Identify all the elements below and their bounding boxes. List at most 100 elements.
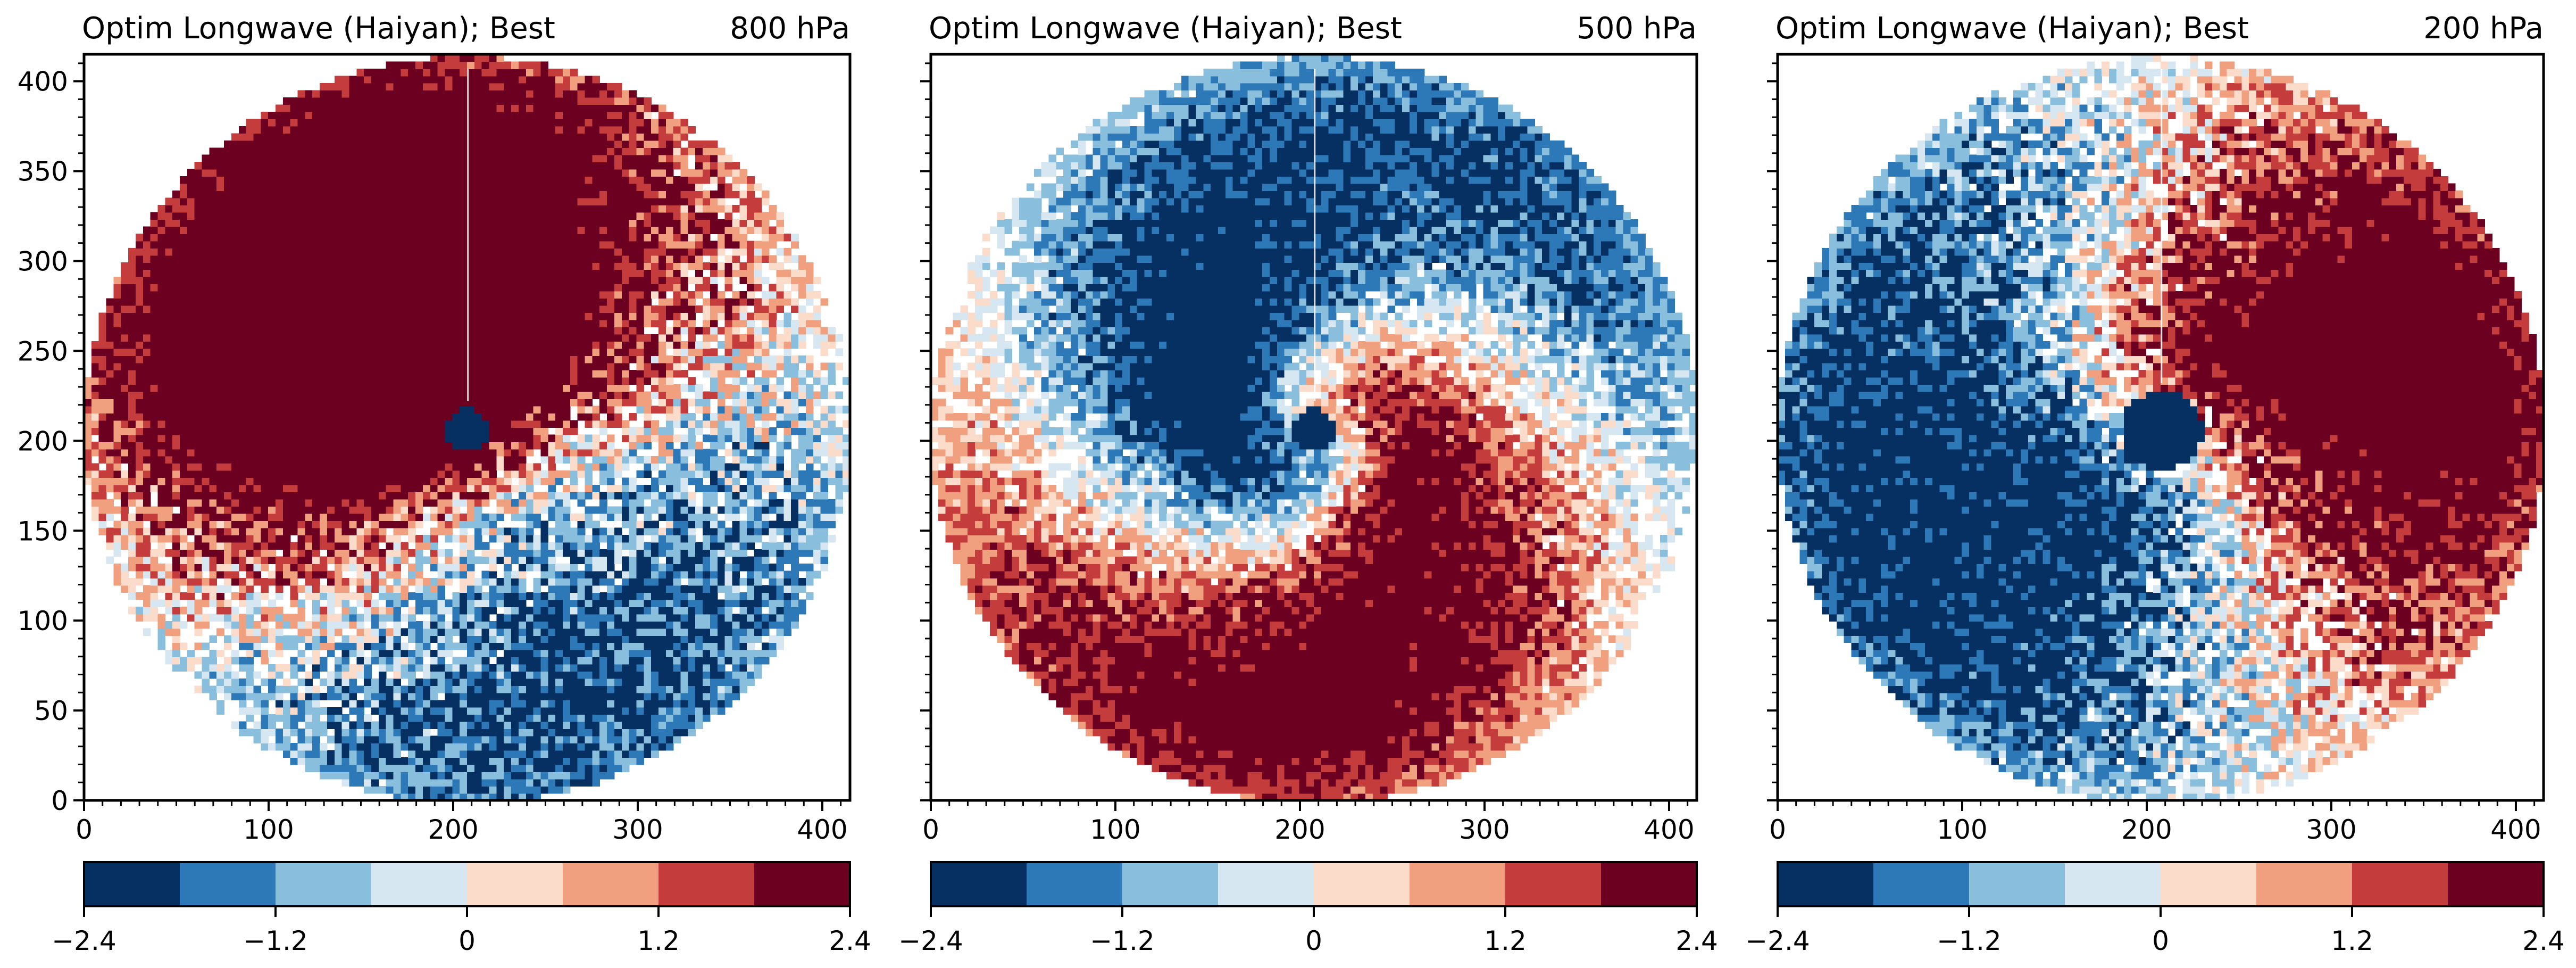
heatmap-cell: [607, 557, 615, 564]
heatmap-cell: [268, 578, 276, 585]
heatmap-cell: [423, 341, 431, 349]
heatmap-cell: [231, 520, 239, 528]
heatmap-cell: [585, 449, 593, 456]
heatmap-cell: [482, 765, 490, 772]
heatmap-cell: [386, 714, 394, 722]
heatmap-cell: [342, 442, 350, 449]
heatmap-cell: [379, 750, 387, 758]
heatmap-cell: [349, 349, 357, 356]
heatmap-cell: [128, 377, 136, 385]
heatmap-cell: [681, 642, 689, 650]
heatmap-cell: [254, 685, 262, 693]
heatmap-cell: [268, 650, 276, 657]
heatmap-cell: [548, 679, 556, 686]
heatmap-cell: [460, 413, 468, 420]
heatmap-cell: [658, 578, 666, 585]
heatmap-cell: [187, 377, 195, 385]
heatmap-cell: [268, 664, 276, 672]
heatmap-cell: [821, 427, 829, 435]
heatmap-cell: [496, 679, 504, 686]
heatmap-cell: [511, 765, 519, 772]
heatmap-cell: [585, 377, 593, 385]
heatmap-cell: [533, 549, 541, 557]
heatmap-cell: [504, 736, 512, 743]
heatmap-cell: [128, 420, 136, 428]
heatmap-cell: [467, 485, 475, 492]
heatmap-cell: [504, 635, 512, 643]
heatmap-cell: [783, 592, 791, 600]
heatmap-cell: [216, 349, 224, 356]
heatmap-cell: [239, 542, 247, 550]
heatmap-cell: [777, 506, 785, 514]
heatmap-cell: [541, 571, 549, 578]
heatmap-cell: [298, 392, 306, 399]
heatmap-cell: [496, 600, 504, 607]
heatmap-cell: [474, 700, 482, 707]
heatmap-cell: [438, 384, 446, 392]
heatmap-cell: [268, 406, 276, 413]
heatmap-cell: [312, 693, 320, 700]
heatmap-cell: [813, 470, 821, 478]
heatmap-cell: [231, 420, 239, 428]
heatmap-cell: [783, 628, 791, 636]
heatmap-cell: [128, 413, 136, 420]
heatmap-cell: [216, 435, 224, 442]
heatmap-cell: [519, 514, 527, 521]
heatmap-cell: [637, 557, 645, 564]
heatmap-cell: [216, 592, 224, 600]
heatmap-cell: [356, 750, 364, 758]
heatmap-cell: [622, 592, 630, 600]
heatmap-cell: [563, 736, 571, 743]
heatmap-cell: [452, 564, 460, 571]
heatmap-cell: [136, 528, 144, 535]
heatmap-cell: [673, 542, 681, 550]
heatmap-cell: [254, 506, 262, 514]
heatmap-cell: [651, 664, 659, 672]
heatmap-cell: [563, 535, 571, 542]
heatmap-cell: [394, 650, 402, 657]
heatmap-cell: [209, 449, 217, 456]
heatmap-cell: [165, 657, 173, 664]
heatmap-cell: [246, 614, 254, 622]
heatmap-cell: [254, 384, 262, 392]
heatmap-cell: [482, 671, 490, 679]
heatmap-cell: [371, 542, 379, 550]
heatmap-cell: [599, 707, 607, 715]
heatmap-cell: [614, 485, 622, 492]
heatmap-cell: [231, 413, 239, 420]
heatmap-cell: [209, 392, 217, 399]
heatmap-cell: [644, 722, 652, 729]
heatmap-cell: [658, 492, 666, 499]
heatmap-cell: [254, 650, 262, 657]
heatmap-cell: [599, 506, 607, 514]
heatmap-cell: [622, 585, 630, 593]
heatmap-cell: [474, 442, 482, 449]
heatmap-cell: [356, 700, 364, 707]
heatmap-cell: [202, 349, 210, 356]
heatmap-cell: [644, 485, 652, 492]
heatmap-cell: [541, 642, 549, 650]
heatmap-cell: [806, 463, 814, 470]
heatmap-cell: [622, 714, 630, 722]
heatmap-cell: [246, 355, 254, 363]
heatmap-cell: [474, 435, 482, 442]
heatmap-cell: [136, 370, 144, 377]
heatmap-cell: [290, 470, 298, 478]
heatmap-cell: [710, 384, 718, 392]
heatmap-cell: [754, 349, 762, 356]
heatmap-cell: [747, 607, 755, 614]
heatmap-cell: [511, 679, 519, 686]
heatmap-cell: [688, 614, 696, 622]
heatmap-cell: [91, 427, 99, 435]
heatmap-cell: [438, 514, 446, 521]
heatmap-cell: [703, 657, 711, 664]
heatmap-cell: [467, 470, 475, 478]
heatmap-cell: [541, 535, 549, 542]
heatmap-cell: [165, 564, 173, 571]
heatmap-cell: [430, 564, 438, 571]
heatmap-cell: [791, 377, 799, 385]
heatmap-cell: [835, 427, 843, 435]
heatmap-cell: [821, 392, 829, 399]
heatmap-cell: [305, 571, 313, 578]
heatmap-cell: [725, 420, 733, 428]
